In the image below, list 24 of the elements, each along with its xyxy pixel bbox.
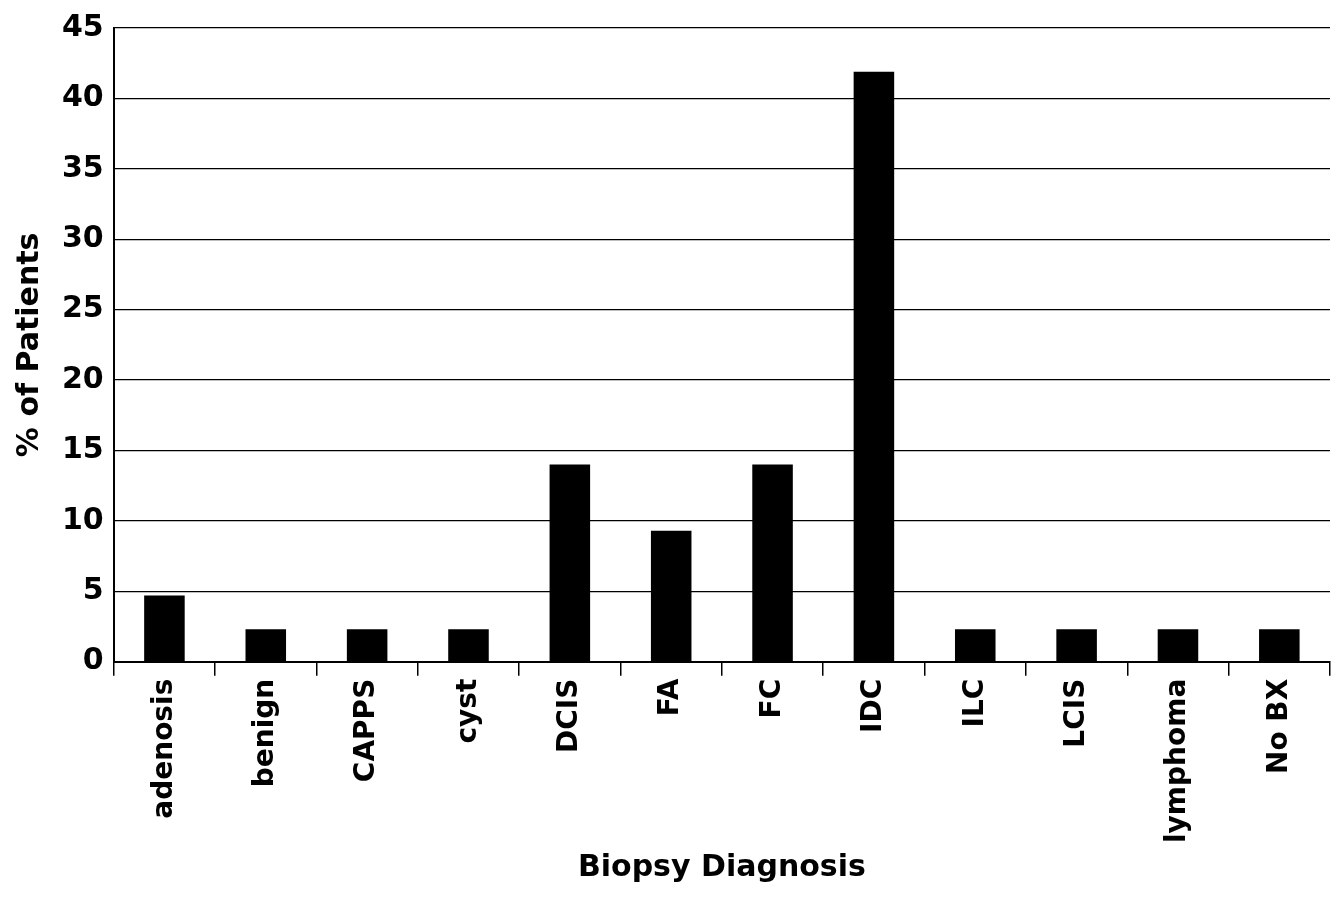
x-tick-label: LCIS bbox=[1057, 678, 1091, 748]
x-tick-label: adenosis bbox=[145, 678, 179, 819]
y-tick-label: 15 bbox=[62, 430, 104, 466]
y-axis-title: % of Patients bbox=[9, 232, 45, 458]
y-tick-label: 20 bbox=[62, 359, 104, 395]
y-tick-label: 5 bbox=[82, 571, 104, 607]
y-tick-label: 45 bbox=[62, 7, 104, 43]
x-tick-label: No BX bbox=[1260, 678, 1294, 775]
x-tick-label: DCIS bbox=[551, 678, 585, 754]
x-axis-title: Biopsy Diagnosis bbox=[577, 847, 866, 883]
y-tick-label: 0 bbox=[82, 641, 104, 677]
x-tick-label: ILC bbox=[956, 678, 990, 728]
x-tick-label: IDC bbox=[855, 678, 889, 733]
x-tick-label: lymphoma bbox=[1159, 678, 1193, 843]
x-tick-label: cyst bbox=[449, 678, 483, 744]
x-tick-label: benign bbox=[247, 678, 281, 788]
y-tick-label: 10 bbox=[62, 500, 104, 536]
y-tick-label: 25 bbox=[62, 289, 104, 325]
y-tick-label: 40 bbox=[62, 78, 104, 114]
x-tick-label: FC bbox=[753, 678, 787, 719]
x-tick-label: FA bbox=[652, 678, 686, 717]
y-tick-label: 35 bbox=[62, 148, 104, 184]
x-tick-label: CAPPS bbox=[348, 678, 382, 783]
y-tick-label: 30 bbox=[62, 219, 104, 255]
